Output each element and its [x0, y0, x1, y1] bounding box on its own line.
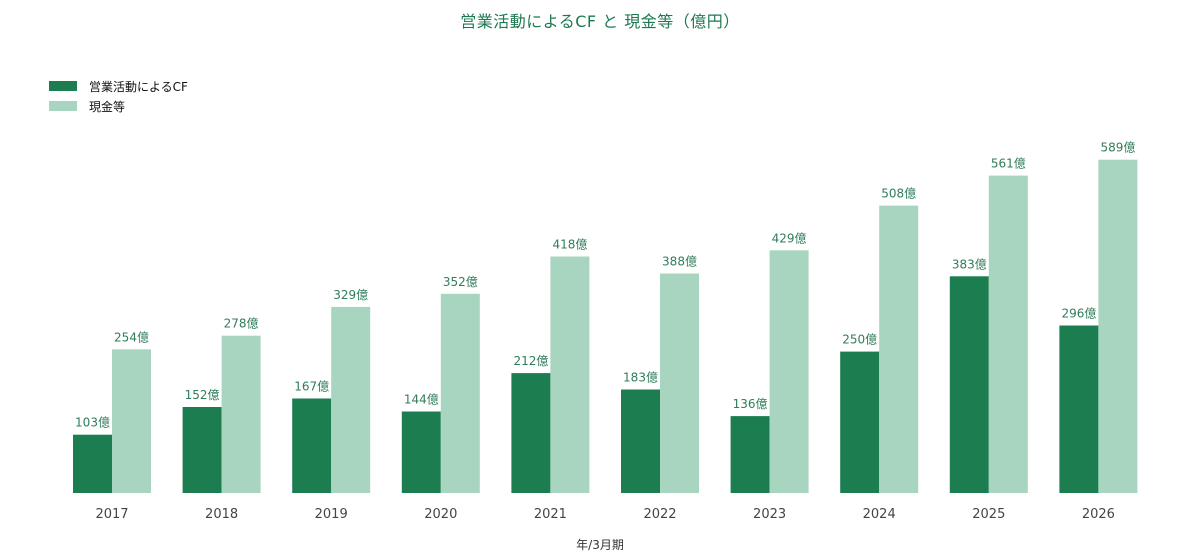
bar-cash-2020: [440, 293, 480, 493]
data-label-operating-cf-2025: 383億: [952, 257, 987, 271]
x-tick-label-2020: 2020: [424, 507, 457, 522]
bar-cash-2026: [1098, 159, 1138, 493]
legend-label-operating-cf: 営業活動によるCF: [89, 79, 188, 94]
bar-operating-cf-2026: [1059, 325, 1099, 493]
legend-swatch-cash: [49, 101, 77, 111]
data-label-operating-cf-2026: 296億: [1061, 307, 1096, 321]
bar-cash-2018: [221, 335, 261, 493]
data-label-cash-2025: 561億: [991, 157, 1026, 171]
data-label-operating-cf-2018: 152億: [185, 388, 220, 402]
data-label-operating-cf-2017: 103億: [75, 416, 110, 430]
bar-cash-2023: [769, 250, 809, 493]
data-label-operating-cf-2021: 212億: [513, 354, 548, 368]
x-axis-label: 年/3月期: [576, 538, 624, 552]
data-label-cash-2018: 278億: [224, 317, 259, 331]
x-tick-label-2024: 2024: [863, 507, 896, 522]
chart-title: 営業活動によるCF と 現金等（億円）: [460, 12, 740, 31]
data-label-cash-2024: 508億: [881, 187, 916, 201]
bar-operating-cf-2019: [292, 398, 332, 493]
x-tick-label-2018: 2018: [205, 507, 238, 522]
bar-operating-cf-2024: [840, 351, 880, 493]
data-label-cash-2017: 254億: [114, 330, 149, 344]
x-tick-label-2019: 2019: [315, 507, 348, 522]
legend-label-cash: 現金等: [89, 99, 126, 114]
x-tick-label-2026: 2026: [1082, 507, 1115, 522]
x-tick-label-2023: 2023: [753, 507, 786, 522]
data-label-operating-cf-2022: 183億: [623, 371, 658, 385]
bar-operating-cf-2020: [401, 411, 441, 493]
data-label-operating-cf-2024: 250億: [842, 333, 877, 347]
data-label-cash-2023: 429億: [772, 231, 807, 245]
data-label-cash-2026: 589億: [1100, 141, 1135, 155]
legend-item-operating-cf: 営業活動によるCF: [49, 76, 188, 96]
x-tick-label-2022: 2022: [643, 507, 676, 522]
data-label-operating-cf-2020: 144億: [404, 393, 439, 407]
bar-operating-cf-2025: [949, 276, 989, 493]
bar-cash-2024: [879, 205, 919, 493]
data-label-operating-cf-2023: 136億: [733, 397, 768, 411]
data-label-cash-2022: 388億: [662, 255, 697, 269]
data-label-cash-2021: 418億: [552, 238, 587, 252]
legend-swatch-operating-cf: [49, 81, 77, 91]
bar-operating-cf-2022: [621, 389, 660, 493]
bar-operating-cf-2018: [182, 407, 222, 493]
x-tick-label-2021: 2021: [534, 507, 567, 522]
legend: 営業活動によるCF 現金等: [49, 76, 188, 116]
data-label-operating-cf-2019: 167億: [294, 380, 329, 394]
bar-cash-2017: [112, 349, 151, 493]
bar-cash-2019: [331, 306, 371, 493]
x-tick-label-2025: 2025: [972, 507, 1005, 522]
legend-item-cash: 現金等: [49, 96, 188, 116]
data-label-cash-2020: 352億: [443, 275, 478, 289]
x-tick-label-2017: 2017: [95, 507, 128, 522]
bar-cash-2021: [550, 256, 590, 493]
bar-cash-2022: [660, 273, 699, 493]
bar-operating-cf-2023: [730, 416, 770, 493]
bar-cash-2025: [988, 175, 1028, 493]
bar-operating-cf-2021: [511, 373, 551, 493]
data-label-cash-2019: 329億: [333, 288, 368, 302]
bar-operating-cf-2017: [73, 434, 112, 493]
